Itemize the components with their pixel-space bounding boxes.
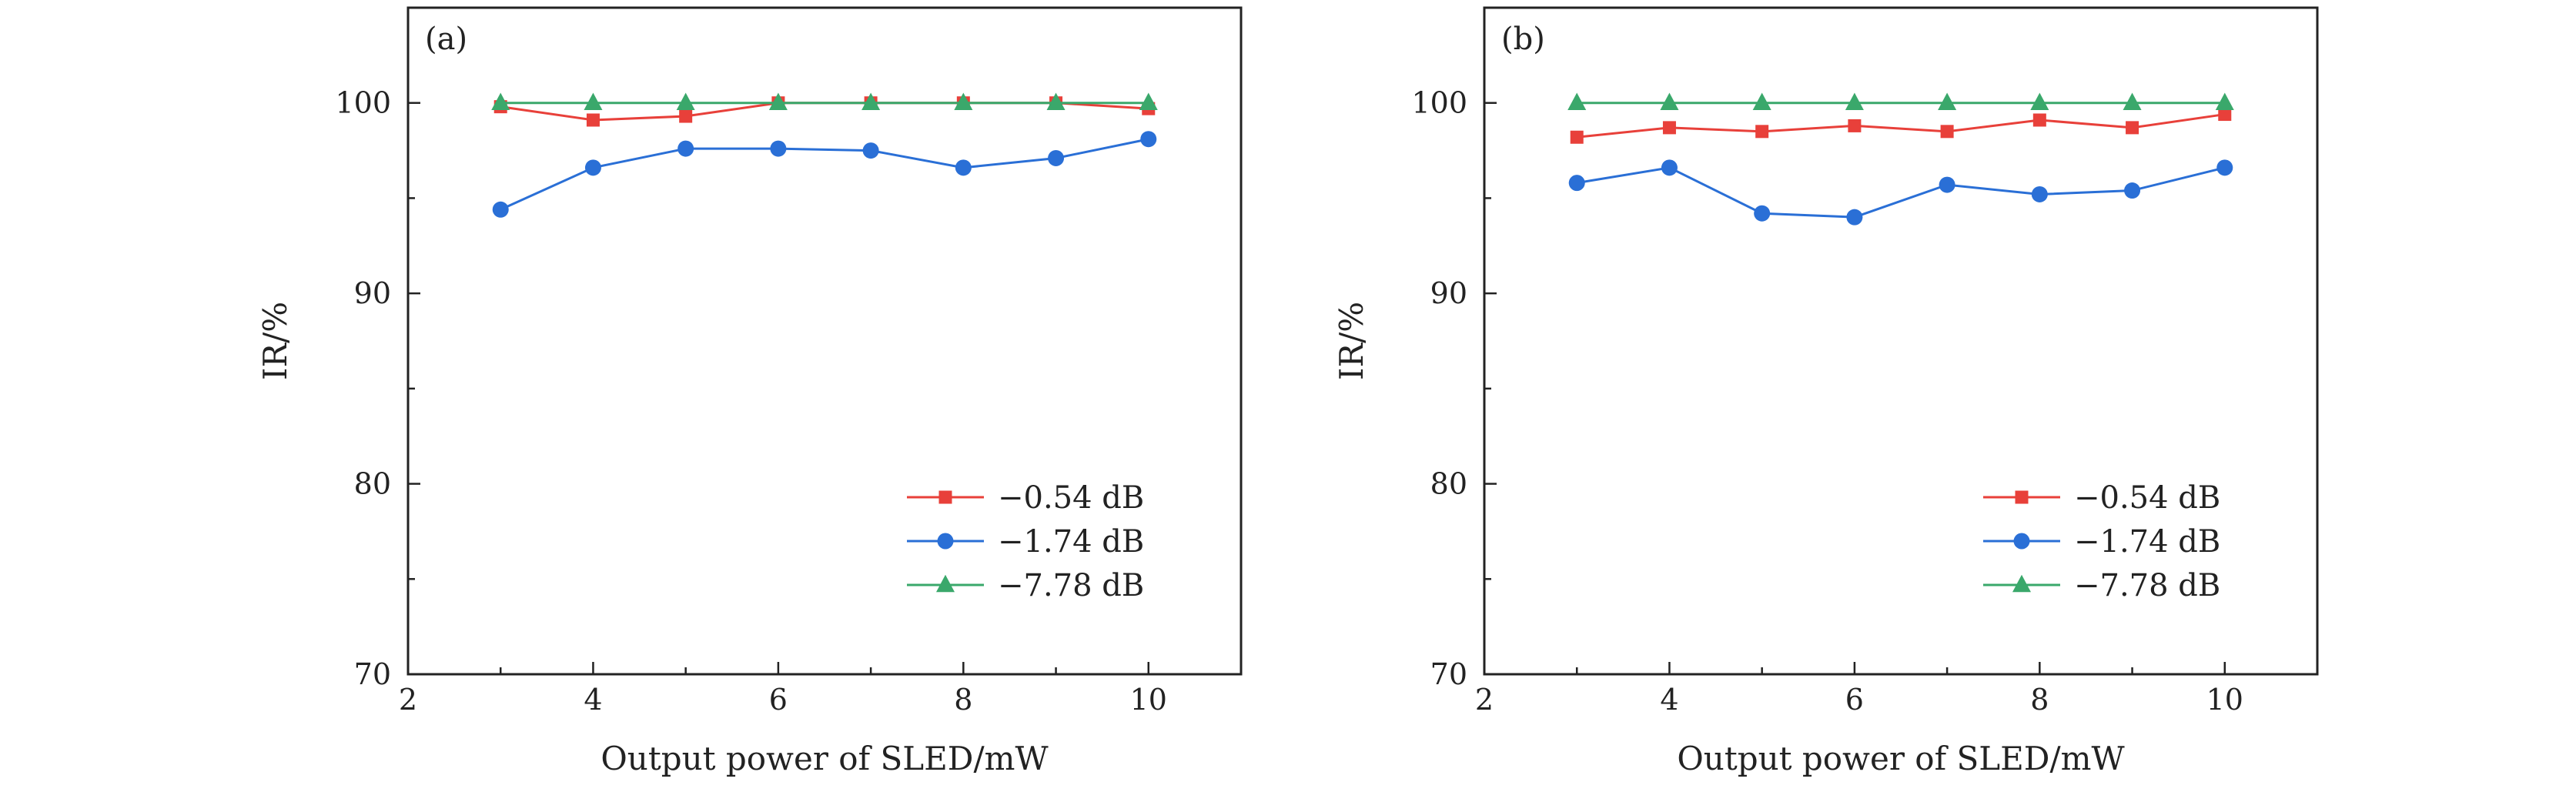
data-point-0-5 <box>2032 113 2046 127</box>
legend-label-1: −1.74 dB <box>998 524 1144 560</box>
legend-marker-1 <box>937 533 954 550</box>
legend-marker-2 <box>936 574 955 593</box>
data-point-2-6 <box>2123 92 2142 110</box>
data-point-0-0 <box>1570 130 1584 144</box>
x-tick-label: 2 <box>399 683 417 717</box>
x-tick-label: 10 <box>1130 683 1167 717</box>
y-axis-title: IR/% <box>1333 302 1370 380</box>
data-point-2-3 <box>1845 92 1864 110</box>
chart-panel-b: 2 4 6 8 10 70 80 90 100 Output power of SLED/mW IR… <box>1333 6 2319 777</box>
data-point-1-0 <box>492 201 509 218</box>
data-point-1-7 <box>1140 131 1157 148</box>
series-line-0 <box>1577 113 2225 139</box>
data-point-2-4 <box>1938 92 1957 110</box>
series-line-1 <box>1576 166 2226 219</box>
data-point-1-6 <box>1048 149 1065 166</box>
data-point-2-5 <box>2030 92 2049 110</box>
legend-marker-0 <box>2015 490 2029 504</box>
x-axis-title: Output power of SLED/mW <box>1677 740 2125 777</box>
data-point-2-2 <box>676 92 695 110</box>
data-point-2-0 <box>491 92 510 110</box>
x-axis-title: Output power of SLED/mW <box>601 740 1049 777</box>
y-tick-label: 100 <box>1411 86 1467 120</box>
data-point-1-5 <box>955 159 972 176</box>
legend-marker-1 <box>2013 533 2030 550</box>
data-point-1-4 <box>862 142 879 159</box>
data-point-1-3 <box>1846 209 1863 226</box>
data-point-2-3 <box>768 92 788 110</box>
data-point-0-3 <box>1848 119 1862 132</box>
legend-label-2: −7.78 dB <box>998 568 1144 603</box>
x-tick-label: 2 <box>1475 683 1494 717</box>
data-point-1-1 <box>1661 159 1678 176</box>
data-point-2-4 <box>861 92 881 110</box>
legend-label-0: −0.54 dB <box>998 480 1144 516</box>
data-point-1-7 <box>2216 159 2233 176</box>
x-tick-label: 8 <box>954 683 972 717</box>
panel-label: (a) <box>425 22 467 57</box>
x-tick-label: 6 <box>1845 683 1864 717</box>
legend-label-2: −7.78 dB <box>2074 568 2220 603</box>
x-tick-label: 8 <box>2030 683 2049 717</box>
data-point-2-7 <box>2215 92 2234 110</box>
x-tick-label: 4 <box>1660 683 1678 717</box>
data-point-0-6 <box>2126 121 2139 135</box>
data-point-2-2 <box>1752 92 1771 110</box>
data-point-1-0 <box>1568 175 1585 192</box>
x-tick-label: 6 <box>769 683 788 717</box>
data-point-2-1 <box>1660 92 1679 110</box>
data-point-2-5 <box>954 92 973 110</box>
legend-label-1: −1.74 dB <box>2074 524 2220 560</box>
y-tick-label: 100 <box>335 86 391 120</box>
data-point-0-2 <box>679 109 693 123</box>
chart-panel-a: 2 4 6 8 10 70 80 90 100 Output power of SLED/mW IR… <box>256 6 1243 777</box>
data-point-0-4 <box>1940 125 1954 139</box>
y-tick-label: 90 <box>1430 276 1467 310</box>
data-point-0-1 <box>586 113 600 127</box>
plot-frame <box>1483 6 2319 676</box>
y-tick-label: 90 <box>354 276 391 310</box>
y-tick-label: 80 <box>354 467 391 501</box>
data-point-1-2 <box>677 140 694 157</box>
data-point-1-1 <box>584 159 601 176</box>
data-point-1-6 <box>2124 182 2141 199</box>
legend-marker-2 <box>2012 574 2031 593</box>
data-point-2-6 <box>1046 92 1066 110</box>
y-tick-label: 70 <box>354 657 391 691</box>
data-point-2-7 <box>1139 92 1158 110</box>
y-tick-label: 80 <box>1430 467 1467 501</box>
legend-label-0: −0.54 dB <box>2074 480 2220 516</box>
panel-label: (b) <box>1501 22 1545 57</box>
data-point-0-7 <box>2218 108 2232 122</box>
data-point-0-2 <box>1755 125 1769 139</box>
y-tick-label: 70 <box>1430 657 1467 691</box>
data-point-1-5 <box>2031 185 2048 202</box>
x-tick-label: 10 <box>2206 683 2243 717</box>
series-line-1 <box>500 138 1149 211</box>
y-axis-title: IR/% <box>256 302 294 380</box>
data-point-0-1 <box>1662 121 1676 135</box>
plot-frame <box>406 6 1243 676</box>
data-point-2-0 <box>1567 92 1587 110</box>
data-point-1-4 <box>1939 176 1955 193</box>
x-tick-label: 4 <box>584 683 602 717</box>
data-point-2-1 <box>584 92 603 110</box>
data-point-1-3 <box>770 140 787 157</box>
legend-marker-0 <box>938 490 952 504</box>
data-point-1-2 <box>1754 205 1771 222</box>
